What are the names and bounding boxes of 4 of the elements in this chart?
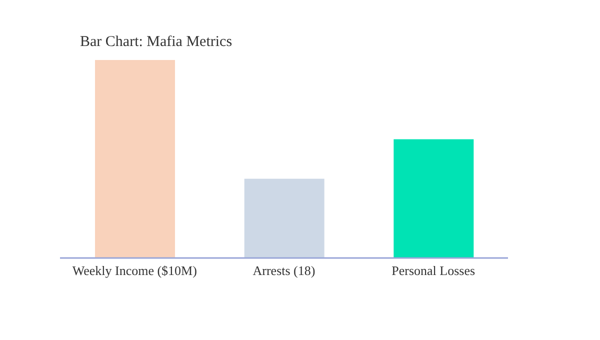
x-tick-label: Personal Losses bbox=[392, 263, 476, 278]
x-tick-label: Weekly Income ($10M) bbox=[72, 263, 197, 278]
x-tick-label: Arrests (18) bbox=[252, 263, 316, 278]
chart-title: Bar Chart: Mafia Metrics bbox=[80, 34, 232, 51]
